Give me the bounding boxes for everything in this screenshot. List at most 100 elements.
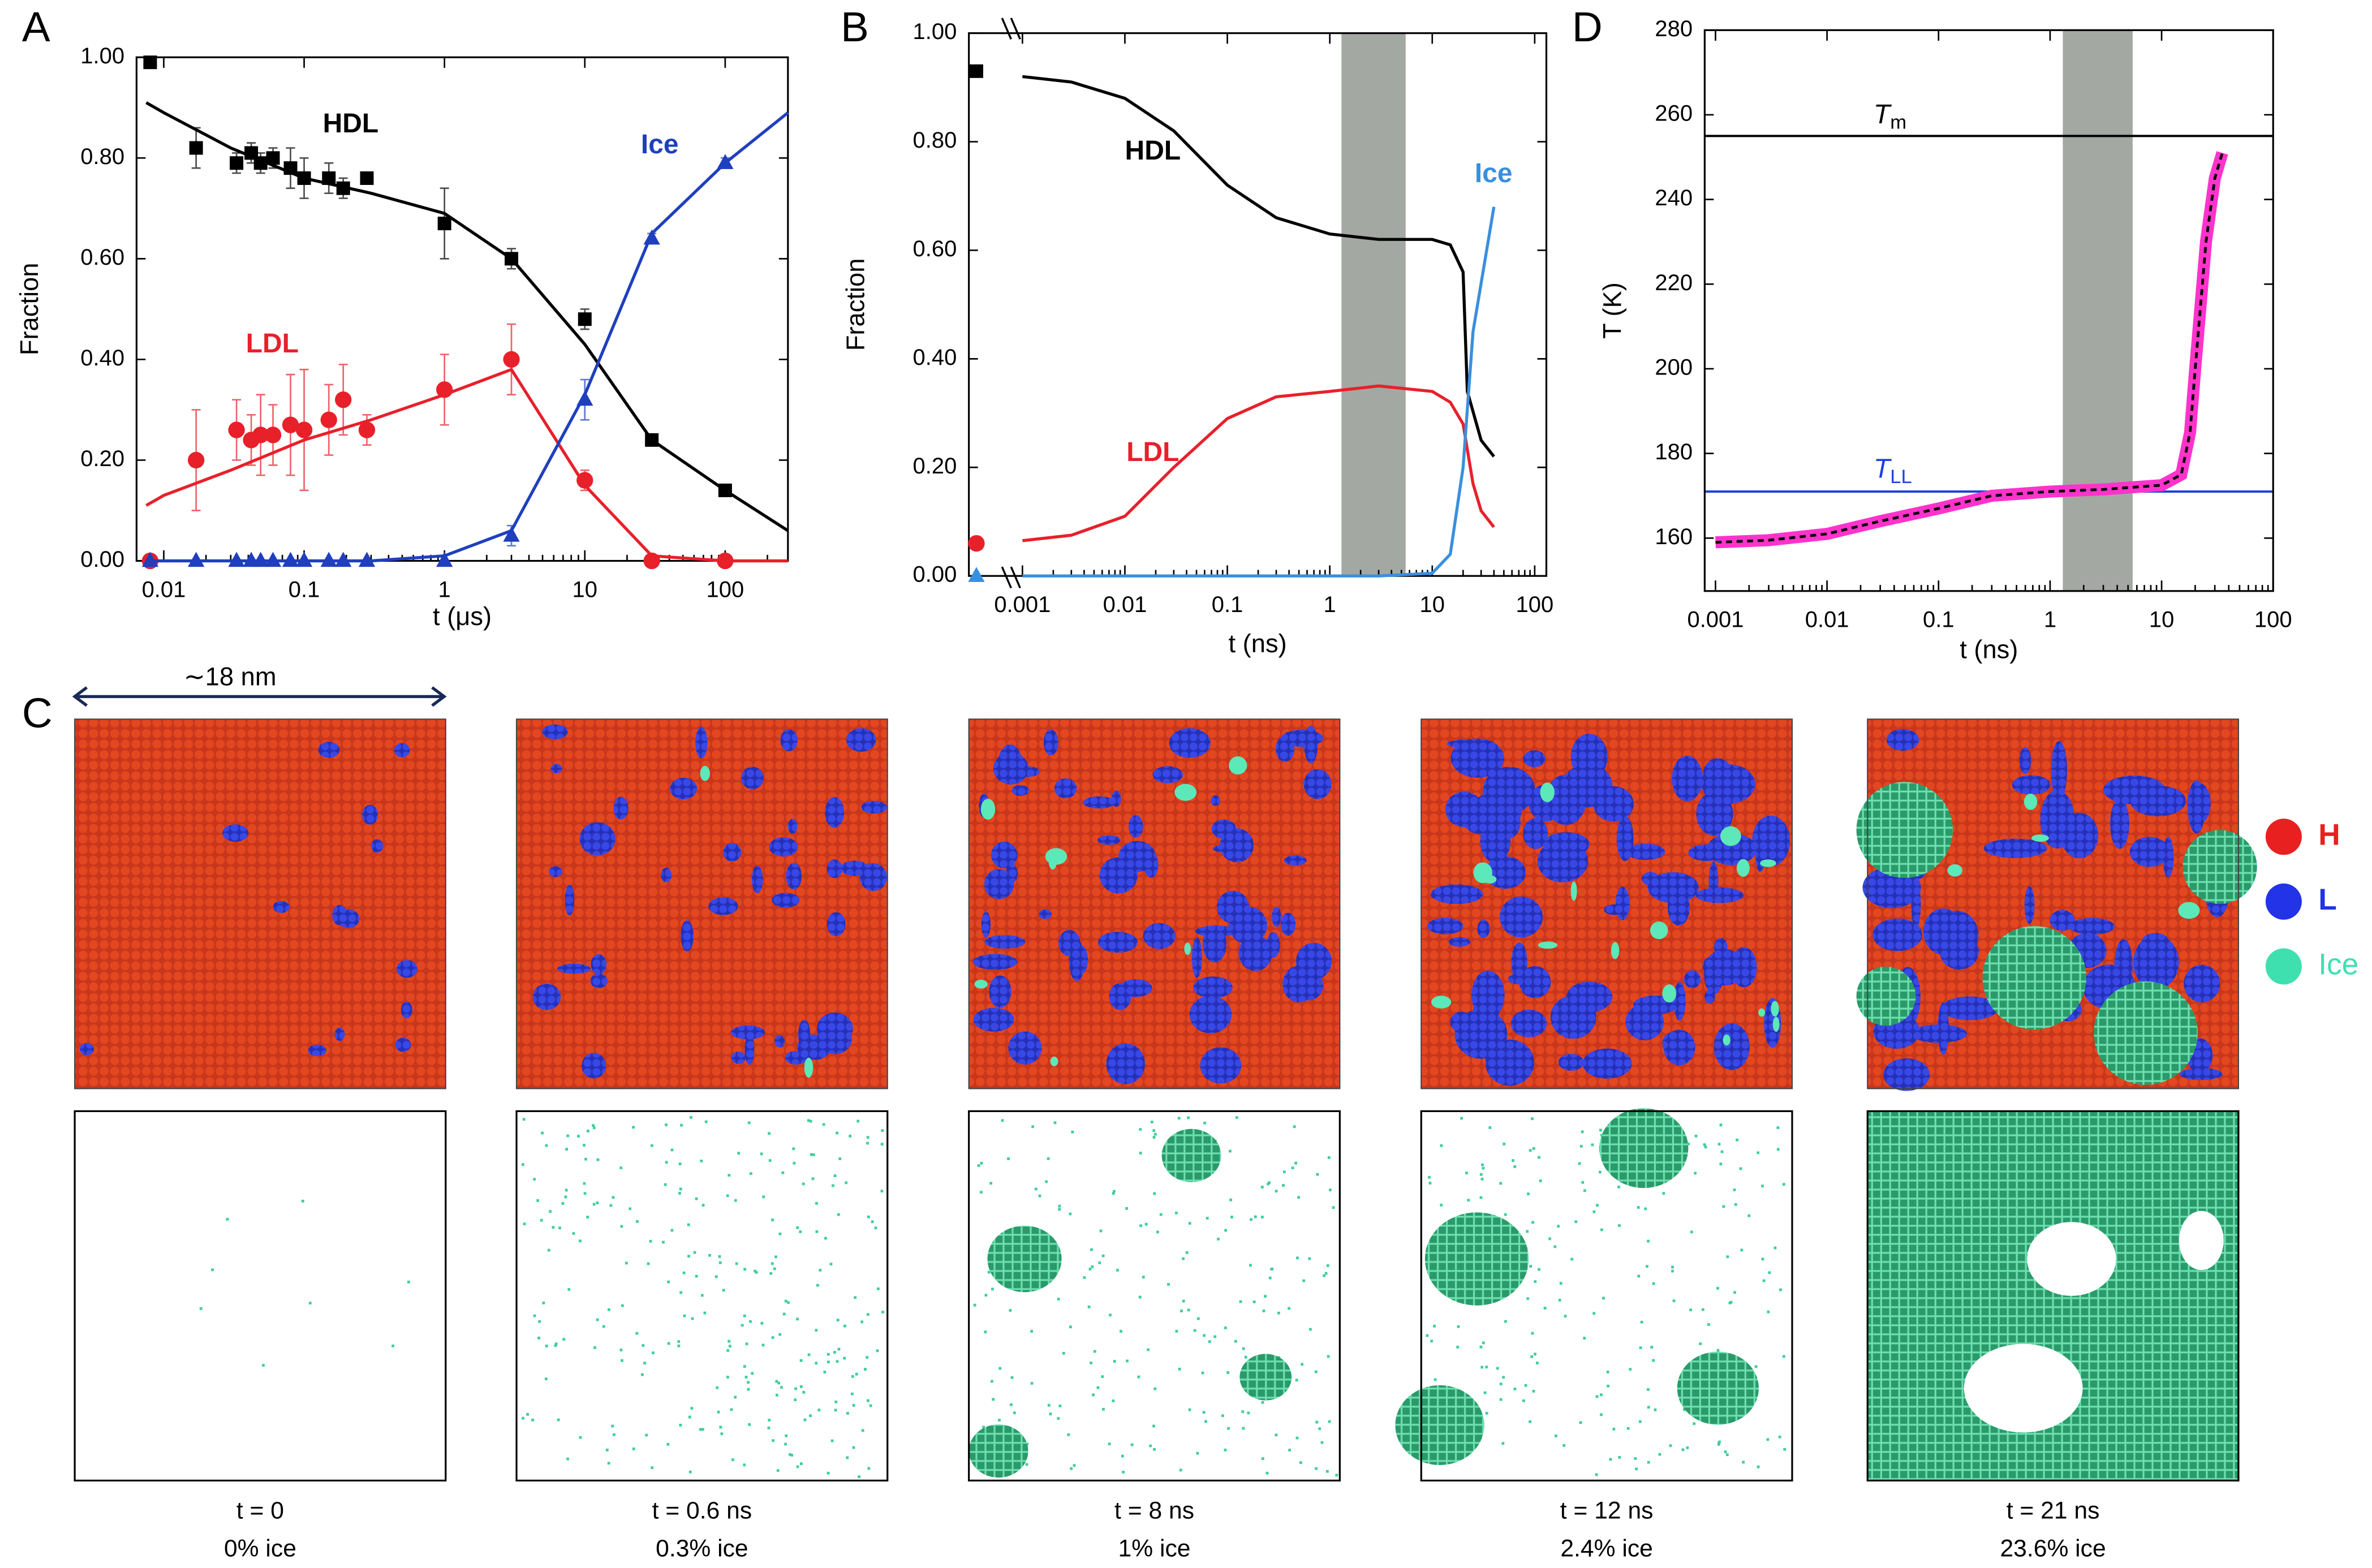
ice-region [2094, 981, 2198, 1085]
ice-cluster [1599, 1108, 1689, 1188]
series-label: LDL [246, 329, 299, 359]
ice-dot [760, 1321, 764, 1325]
ice-dot [521, 1163, 524, 1166]
ice-dot [837, 1213, 840, 1216]
ice-dot [1139, 1128, 1142, 1131]
ice-dot [1112, 1399, 1115, 1402]
ice-region [1174, 783, 1197, 801]
ice-dot [1116, 1269, 1119, 1272]
ice-dot [803, 1418, 807, 1421]
ice-dot [781, 1171, 785, 1174]
ldl-region [1193, 976, 1233, 999]
ldl-region [1872, 918, 1922, 951]
ice-dot [1261, 1457, 1264, 1461]
ldl-region [1545, 774, 1587, 825]
ice-dot [545, 1345, 548, 1347]
ice-dot [522, 1118, 526, 1121]
ice-dot [1440, 1204, 1443, 1207]
ice-dot [1488, 1126, 1492, 1129]
y-tick-label: 0.60 [80, 245, 124, 270]
ice-dot [1503, 1143, 1506, 1145]
ice-dot [1034, 1187, 1038, 1191]
ice-dot [642, 1344, 645, 1347]
ice-dot [1538, 1268, 1540, 1271]
ice-dot [1229, 1149, 1232, 1153]
ice-dot [1204, 1420, 1207, 1423]
ldl-region [1714, 1023, 1750, 1070]
ice-dot [1093, 1350, 1096, 1353]
ice-dot [1647, 1388, 1650, 1391]
ice-dot [1326, 1264, 1329, 1267]
ldl-region [1054, 778, 1077, 799]
ice-dot [1193, 1329, 1196, 1332]
x-tick-label: 1 [1324, 592, 1336, 617]
ice-dot [1754, 1365, 1758, 1368]
ice-dot [1177, 1117, 1181, 1120]
legend-swatch [2265, 819, 2302, 855]
ice-dot [1483, 1391, 1487, 1394]
ldl-region [1106, 1043, 1145, 1084]
ice-dot [1013, 1411, 1016, 1415]
marker [295, 552, 313, 567]
ldl-region [2129, 837, 2169, 867]
ice-dot [1153, 1448, 1156, 1451]
legend-label: H [2318, 818, 2340, 851]
ice-dot [793, 1161, 796, 1165]
ldl-region [1510, 1009, 1547, 1037]
ldl-region [2012, 775, 2051, 795]
ice-dot [650, 1144, 653, 1147]
marker [189, 141, 203, 155]
ice-dot [1297, 1196, 1301, 1199]
ice-dot [1088, 1268, 1092, 1270]
ice-dot [579, 1436, 582, 1439]
scale-arrow [72, 686, 447, 707]
ice-region [1772, 1016, 1780, 1032]
snapshot-ice: 0% ice [224, 1535, 296, 1562]
ice-dot [1301, 1363, 1304, 1366]
x-tick-label: 0.1 [1212, 592, 1243, 617]
ice-dot [837, 1347, 841, 1351]
ice-dot [836, 1131, 839, 1135]
ice-dot [1009, 1309, 1012, 1312]
ldl-region [681, 920, 694, 952]
ice-dot [1433, 1325, 1436, 1328]
ice-dot [1543, 1307, 1547, 1310]
ice-dot [643, 1362, 647, 1365]
ice-dot [1480, 1178, 1484, 1181]
ice-region [1184, 942, 1191, 955]
ice-dot [1538, 1156, 1540, 1159]
ldl-region [1098, 932, 1138, 953]
ice-dot [537, 1337, 540, 1339]
ice-dot [1178, 1367, 1181, 1371]
y-tick-label: 0.20 [80, 446, 124, 471]
ice-dot [1087, 1305, 1091, 1308]
ice-region [1431, 996, 1452, 1009]
ice-dot [730, 1408, 733, 1411]
ldl-region [972, 954, 1018, 970]
ice-dot [807, 1119, 810, 1122]
ldl-region [2130, 785, 2186, 817]
ice-dot [199, 1307, 203, 1310]
ice-dot [545, 1144, 548, 1147]
ice-dot [1102, 1407, 1105, 1411]
ice-dot [1564, 1315, 1567, 1318]
marker [282, 552, 299, 567]
ice-dot [1302, 1279, 1306, 1282]
ice-dot [625, 1261, 628, 1265]
ldl-region [731, 1025, 765, 1040]
ice-dot [1618, 1224, 1621, 1227]
ice-dot [1555, 1435, 1557, 1437]
ldl-region [973, 1007, 1014, 1032]
ice-dot [775, 1380, 778, 1383]
ice-dot [1716, 1349, 1720, 1352]
ldl-region [557, 963, 591, 974]
ldl-region [549, 866, 562, 877]
ice-dot [771, 1218, 774, 1221]
ice-dot [778, 1333, 782, 1336]
ice-gap [1964, 1343, 2083, 1433]
ice-dot [1592, 1312, 1596, 1315]
ice-dot [720, 1432, 724, 1436]
ice-dot [987, 1270, 991, 1274]
ice-dot [977, 1164, 980, 1167]
ldl-region [2019, 747, 2031, 774]
